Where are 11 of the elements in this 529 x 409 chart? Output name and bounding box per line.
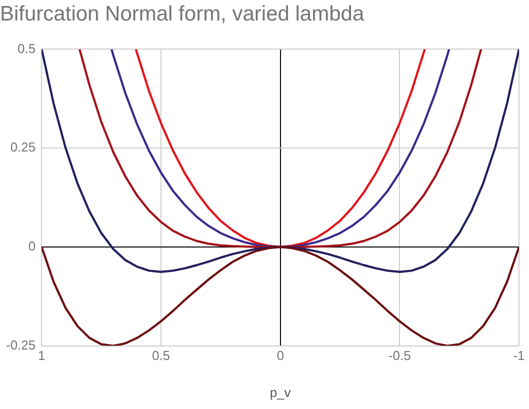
y-tick-label: 0 <box>28 238 36 254</box>
x-tick-label: -0.5 <box>388 348 411 364</box>
y-tick-label: -0.25 <box>6 337 36 352</box>
x-tick-label: 0 <box>276 348 284 364</box>
x-tick-label: 0.5 <box>152 348 170 364</box>
chart-title: Bifurcation Normal form, varied lambda <box>0 2 364 26</box>
x-axis-title: p_v <box>270 384 292 400</box>
x-tick-label: -1 <box>513 348 525 364</box>
y-tick-label: 0.5 <box>18 40 36 56</box>
y-tick-label: 0.25 <box>10 140 36 155</box>
x-tick-label: 1 <box>38 348 46 364</box>
